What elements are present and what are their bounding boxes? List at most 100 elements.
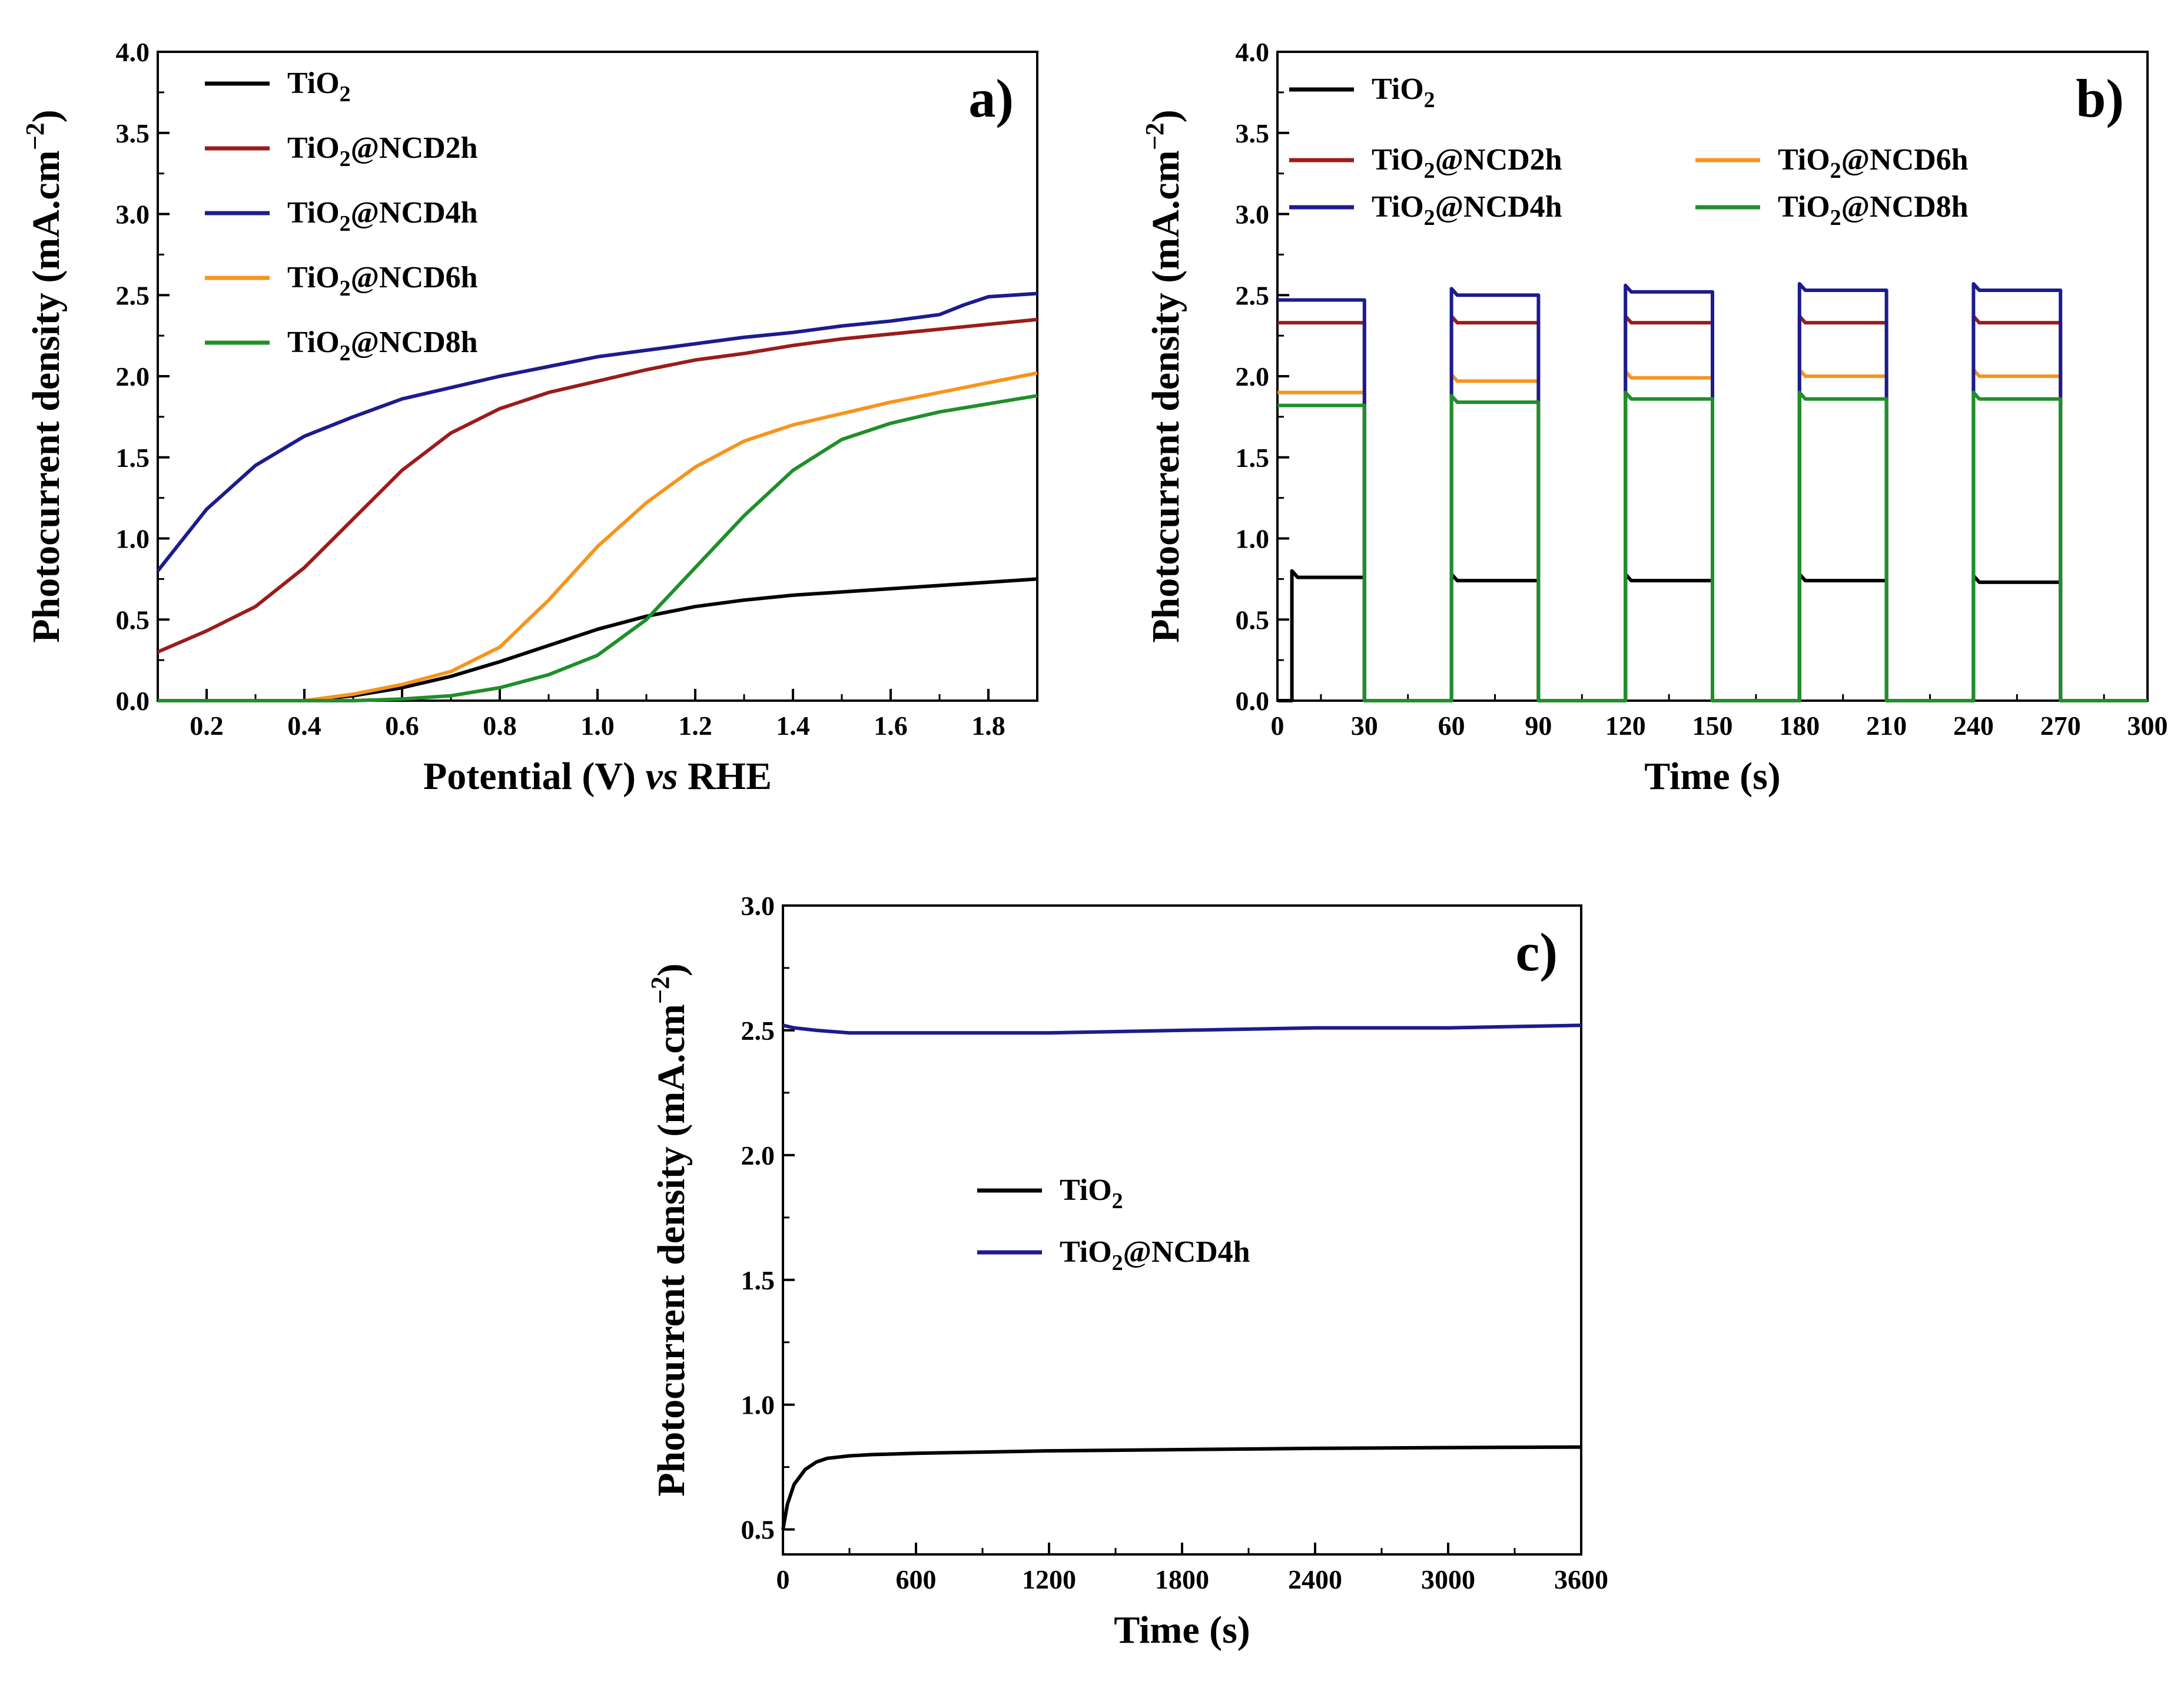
x-tick-label: 2400	[1288, 1564, 1342, 1594]
legend-entry: TiO2@NCD6h	[1695, 143, 1969, 183]
x-tick-label: 1800	[1155, 1564, 1209, 1594]
y-tick-label: 0.0	[116, 686, 150, 716]
legend-entry: TiO2@NCD2h	[205, 131, 478, 171]
legend-entry: TiO2	[977, 1173, 1123, 1213]
legend-entry: TiO2	[205, 67, 351, 107]
y-tick-label: 3.5	[116, 118, 150, 148]
legend-entry: TiO2	[1289, 72, 1435, 112]
y-tick-label: 4.0	[1236, 37, 1270, 67]
legend-entry: TiO2@NCD4h	[977, 1235, 1250, 1275]
legend: TiO2 TiO2@NCD2h TiO2@NCD6h TiO2@NCD4h TiO2@N…	[1289, 72, 1969, 230]
legend-entry: TiO2@NCD4h	[205, 196, 478, 236]
x-tick-label: 1.8	[971, 711, 1005, 741]
y-tick-label: 3.5	[1236, 118, 1270, 148]
x-tick-label: 1.2	[678, 711, 712, 741]
y-axis: 0.5 1.0 1.5 2.0 2.5 3.0	[741, 891, 795, 1545]
plot-frame	[782, 904, 1582, 1556]
series-group	[781, 1023, 1582, 1530]
x-tick-label: 210	[1866, 711, 1907, 741]
legend-label: TiO2@NCD4h	[1372, 190, 1562, 230]
x-tick-label: 1.4	[776, 711, 810, 741]
legend-entry: TiO2@NCD8h	[205, 326, 478, 366]
panel-label: c)	[1516, 922, 1558, 982]
x-axis-title: Time (s)	[1644, 755, 1781, 798]
y-tick-label: 1.0	[1236, 524, 1270, 554]
series-line	[156, 291, 1038, 572]
y-tick-label: 2.5	[741, 1016, 775, 1046]
x-tick-label: 270	[2040, 711, 2081, 741]
legend-label: TiO2@NCD8h	[287, 326, 478, 366]
y-axis: 0.0 0.5 1.0 1.5 2.0 2.5 3.0 3.5 4.0	[1236, 37, 1289, 716]
y-tick-label: 1.5	[116, 443, 150, 473]
legend-label: TiO2@NCD4h	[1060, 1235, 1250, 1275]
x-tick-label: 1.0	[580, 711, 615, 741]
y-tick-label: 2.5	[1236, 280, 1270, 310]
series-line	[157, 317, 1038, 654]
x-tick-label: 0	[776, 1564, 790, 1594]
series-group	[1277, 282, 2148, 702]
legend-label: TiO2	[1060, 1173, 1123, 1213]
legend-entry: TiO2@NCD4h	[1289, 190, 1562, 230]
x-tick-label: 0.8	[483, 711, 517, 741]
series-line	[1277, 390, 2148, 702]
legend: TiO2 TiO2@NCD4h	[977, 1173, 1250, 1275]
x-axis: 0.2 0.4 0.6 0.8 1.0 1.2 1.4 1.6 1.8	[190, 689, 1005, 741]
x-tick-label: 1.6	[874, 711, 908, 741]
legend-label: TiO2@NCD6h	[287, 261, 478, 301]
panel-b: 0 30 60 90 120 150 180 210 240 270 300 0.0 0.5 1.0 1.5…	[1140, 37, 2168, 798]
x-tick-label: 120	[1605, 711, 1646, 741]
y-axis: 0.0 0.5 1.0 1.5 2.0 2.5 3.0 3.5 4.0	[116, 37, 170, 716]
x-tick-label: 3000	[1421, 1564, 1475, 1594]
y-tick-label: 1.0	[116, 524, 150, 554]
y-tick-label: 2.0	[1236, 362, 1270, 392]
x-tick-label: 180	[1779, 711, 1820, 741]
y-tick-label: 1.5	[1236, 443, 1270, 473]
y-tick-label: 0.5	[1236, 605, 1270, 635]
y-tick-label: 3.0	[116, 200, 150, 230]
legend-label: TiO2@NCD4h	[287, 196, 478, 236]
x-tick-label: 0.6	[385, 711, 419, 741]
x-tick-label: 90	[1525, 711, 1552, 741]
x-tick-label: 3600	[1554, 1564, 1608, 1594]
series-line	[158, 394, 1038, 702]
x-tick-label: 0	[1271, 711, 1284, 741]
y-tick-label: 2.0	[116, 362, 150, 392]
x-tick-label: 600	[896, 1564, 937, 1594]
y-axis-title: Photocurrent density (mA.cm−2)	[21, 110, 68, 643]
x-axis-title: Potential (V) vs RHE	[423, 755, 772, 798]
legend-entry: TiO2@NCD8h	[1695, 190, 1969, 230]
panel-label: a)	[968, 68, 1014, 128]
series-group	[156, 291, 1038, 702]
x-tick-label: 60	[1438, 711, 1465, 741]
x-tick-label: 0.2	[190, 711, 224, 741]
legend-label: TiO2	[1372, 72, 1435, 112]
series-line	[158, 577, 1038, 702]
x-tick-label: 30	[1351, 711, 1378, 741]
x-axis-title: Time (s)	[1114, 1609, 1250, 1652]
panel-label: b)	[2076, 68, 2124, 128]
y-tick-label: 3.0	[741, 891, 775, 921]
legend-entry: TiO2@NCD6h	[205, 261, 478, 301]
y-tick-label: 1.0	[741, 1390, 775, 1420]
legend-label: TiO2@NCD6h	[1778, 143, 1969, 183]
y-tick-label: 0.0	[1236, 686, 1270, 716]
legend-label: TiO2@NCD2h	[1372, 143, 1562, 183]
y-tick-label: 0.5	[116, 605, 150, 635]
legend-label: TiO2	[287, 67, 351, 107]
series-line	[158, 371, 1038, 702]
panel-a: 0.2 0.4 0.6 0.8 1.0 1.2 1.4 1.6 1.8 0.0 0.5 1.0 1.5 2…	[21, 37, 1038, 798]
y-tick-label: 3.0	[1236, 200, 1270, 230]
y-tick-label: 2.5	[116, 280, 150, 310]
y-tick-label: 0.5	[741, 1515, 775, 1545]
y-tick-label: 1.5	[741, 1265, 775, 1295]
y-axis-title: Photocurrent density (mA.cm−2)	[1140, 110, 1187, 643]
series-line	[781, 1445, 1582, 1530]
x-tick-label: 1200	[1022, 1564, 1076, 1594]
x-tick-label: 240	[1953, 711, 1994, 741]
x-tick-label: 300	[2127, 711, 2168, 741]
x-tick-label: 150	[1692, 711, 1733, 741]
x-axis: 0 600 1200 1800 2400 3000 3600	[776, 1543, 1608, 1594]
legend-entry: TiO2@NCD2h	[1289, 143, 1562, 183]
legend: TiO2 TiO2@NCD2h TiO2@NCD4h TiO2@NCD6h TiO2@N…	[205, 67, 478, 366]
